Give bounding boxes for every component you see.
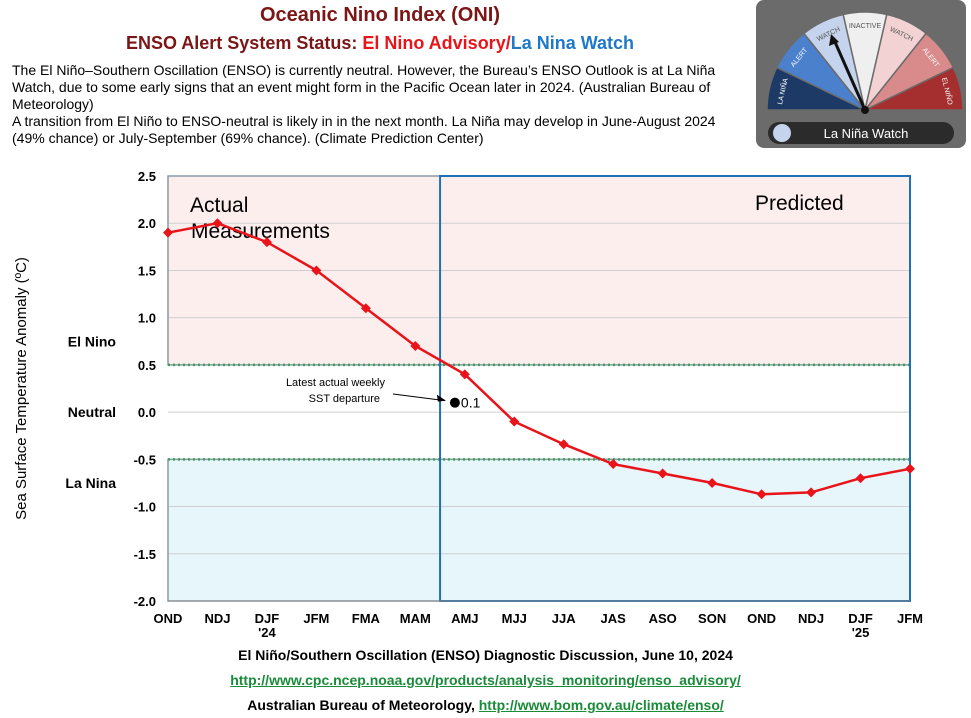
y-tick-label: -0.5 xyxy=(134,452,156,467)
data-point xyxy=(459,369,470,380)
subtitle-part: El Nino Advisory/ xyxy=(362,33,511,53)
y-tick-label: 1.5 xyxy=(138,263,156,278)
data-point xyxy=(212,218,223,229)
title: Oceanic Nino Index (ONI) xyxy=(259,4,501,26)
region-label: El Nino xyxy=(68,333,116,349)
gauge-needle-tip xyxy=(829,34,839,46)
footer-line: El Niño/Southern Oscillation (ENSO) Diag… xyxy=(238,647,733,663)
footer-text: Australian Bureau of Meteorology, xyxy=(247,697,479,713)
status-text: La Niña Watch xyxy=(824,126,909,141)
x-tick-label: JFM xyxy=(303,611,329,626)
y-tick-label: 1.0 xyxy=(138,311,156,326)
paragraph: The El Niño–Southern Oscillation (ENSO) … xyxy=(12,62,716,112)
x-tick-label: MJJ xyxy=(502,611,527,626)
data-point xyxy=(608,459,619,470)
region-label: Neutral xyxy=(68,404,116,420)
y-tick-label: 0.5 xyxy=(138,358,156,373)
annotation-arrow xyxy=(392,393,445,402)
subtitle-part: ENSO Alert System Status: xyxy=(125,33,363,53)
y-axis-label: Sea Surface Temperature Anomaly (ºC) xyxy=(13,257,30,520)
subtitle: ENSO Alert System Status: El Nino Adviso… xyxy=(0,33,760,54)
data-point xyxy=(855,473,866,484)
x-tick-label: OND xyxy=(747,611,776,626)
status-badge xyxy=(768,122,954,144)
weekly-value-label: 0.1 xyxy=(461,395,481,411)
x-tick-label: JFM xyxy=(897,611,923,626)
gauge-label: INACTIVE xyxy=(849,23,882,30)
y-tick-label: -2.0 xyxy=(134,594,156,609)
x-tick-label: JAS xyxy=(601,611,627,626)
x-tick-label: OND xyxy=(154,611,183,626)
x-tick-label: MAM xyxy=(400,611,431,626)
data-point xyxy=(657,468,668,479)
subtitle-part: La Nina Watch xyxy=(510,33,635,53)
la-nina-region xyxy=(168,459,910,601)
data-point xyxy=(707,477,718,488)
chart: -2.0 -1.5 -1.0 -0.5 0.0 0.5 1.0 1.5 2.0 2.5 El Nin… xyxy=(13,169,923,640)
data-point xyxy=(360,303,371,314)
x-tick-label: JJA xyxy=(552,611,576,626)
x-tick-label: AMJ xyxy=(451,611,478,626)
x-tick-label: DJF '25 xyxy=(848,611,873,640)
x-tick-label: ASO xyxy=(649,611,677,626)
y-tick-label: 2.0 xyxy=(138,216,156,231)
gauge-needle xyxy=(833,41,867,111)
annotation: Latest actual weekly SST departure xyxy=(286,377,386,405)
data-point xyxy=(558,439,569,450)
y-tick-label: 0.0 xyxy=(138,405,156,420)
annotation: Predicted xyxy=(755,192,844,215)
y-tick-label: 2.5 xyxy=(138,169,156,184)
status-dot xyxy=(773,124,791,142)
data-point xyxy=(261,237,272,248)
footer: El Niño/Southern Oscillation (ENSO) Diag… xyxy=(0,643,971,718)
data-line xyxy=(167,221,911,496)
y-tick-label: -1.5 xyxy=(134,547,156,562)
x-tick-label: DJF '24 xyxy=(255,611,280,640)
data-point xyxy=(509,416,520,427)
weekly-point xyxy=(449,397,460,408)
gauge-hub xyxy=(861,106,869,114)
gauge-cover xyxy=(756,114,966,122)
x-tick-label: NDJ xyxy=(798,611,824,626)
data-point xyxy=(806,487,817,498)
footer-line: Australian Bureau of Meteorology, http:/… xyxy=(0,693,971,718)
link[interactable]: http://www.bom.gov.au/climate/enso/ xyxy=(478,697,724,713)
data-point xyxy=(905,463,915,474)
x-tick-label: SON xyxy=(698,611,726,626)
y-tick-label: -1.0 xyxy=(134,500,156,515)
gauge-segment xyxy=(864,66,964,111)
x-tick-label: NDJ xyxy=(204,611,230,626)
paragraph: A transition from El Niño to ENSO-neutra… xyxy=(12,113,716,146)
data-point xyxy=(756,489,767,500)
data-point xyxy=(311,265,322,276)
data-point xyxy=(163,227,173,238)
data-point xyxy=(410,341,421,351)
region-label: La Nina xyxy=(65,475,116,491)
x-tick-label: FMA xyxy=(352,611,381,626)
link[interactable]: http://www.cpc.ncep.noaa.gov/products/an… xyxy=(230,672,741,688)
arrow-head xyxy=(436,394,446,402)
